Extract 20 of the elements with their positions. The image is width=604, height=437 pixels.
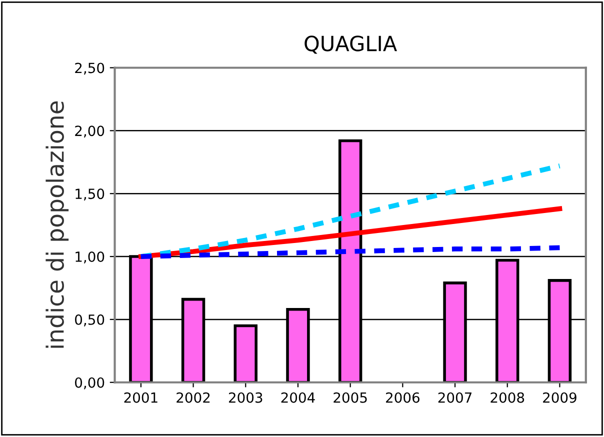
bar	[234, 324, 258, 382]
line-series	[138, 163, 562, 259]
y-tick-label: 1,00	[76, 251, 104, 264]
x-tick-label: 2006	[386, 392, 420, 403]
chart-title: QUAGLIA	[304, 36, 397, 54]
y-axis-title: indice di popolazione	[46, 101, 69, 348]
line-series	[138, 206, 562, 259]
y-tick-label: 0,50	[75, 314, 104, 326]
x-tick-label: 2004	[281, 392, 315, 403]
x-tick-label: 2005	[334, 392, 367, 403]
x-tick-label: 2007	[438, 392, 472, 403]
x-tick-label: 2009	[543, 392, 576, 403]
x-tick-label: 2001	[124, 392, 158, 403]
y-tick-label: 1,50	[76, 188, 104, 200]
y-tick-label: 2,50	[75, 62, 104, 75]
x-tick-label: 2002	[176, 392, 210, 403]
x-tick-label: 2003	[228, 392, 262, 403]
y-tick-label: 2,00	[75, 126, 104, 138]
x-tick-label: 2008	[490, 392, 524, 403]
y-tick-label: 0,00	[75, 377, 104, 390]
